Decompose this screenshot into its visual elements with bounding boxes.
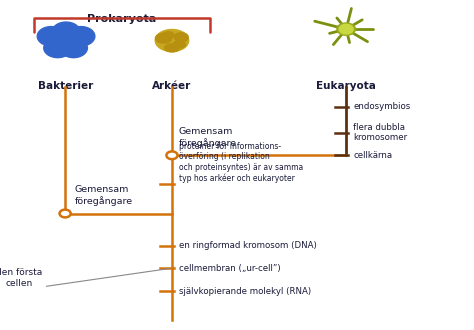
Text: Gemensam
föregångare: Gemensam föregångare [179, 127, 237, 148]
Text: Eukaryota: Eukaryota [316, 81, 376, 91]
Ellipse shape [163, 32, 174, 38]
Circle shape [44, 38, 72, 58]
Text: Bakterier: Bakterier [37, 81, 93, 91]
Text: proteiner för informations-
överföring (i replikation
och proteinsyntes) är av s: proteiner för informations- överföring (… [179, 142, 303, 183]
Ellipse shape [173, 41, 185, 48]
Text: Arkéer: Arkéer [152, 81, 191, 91]
Circle shape [60, 38, 87, 58]
Circle shape [166, 151, 178, 159]
Circle shape [37, 27, 65, 46]
Text: flera dubbla
kromosomer: flera dubbla kromosomer [353, 123, 407, 142]
Text: en ringformad kromosom (DNA): en ringformad kromosom (DNA) [179, 241, 317, 250]
Ellipse shape [155, 29, 189, 51]
Ellipse shape [337, 23, 356, 35]
Text: endosymbios: endosymbios [353, 102, 410, 111]
Text: självkopierande molekyl (RNA): självkopierande molekyl (RNA) [179, 287, 311, 296]
Circle shape [52, 22, 80, 42]
Circle shape [60, 210, 71, 217]
Ellipse shape [155, 33, 172, 43]
Text: Prokaryota: Prokaryota [87, 14, 156, 24]
Ellipse shape [174, 33, 188, 42]
Text: Gemensam
föregångare: Gemensam föregångare [74, 185, 133, 206]
Text: den första
cellen: den första cellen [0, 269, 42, 288]
Text: cellkärna: cellkärna [353, 151, 392, 160]
Circle shape [339, 24, 353, 34]
Ellipse shape [164, 44, 179, 52]
Text: cellmembran („ur-cell”): cellmembran („ur-cell”) [179, 264, 281, 273]
Circle shape [67, 27, 95, 46]
